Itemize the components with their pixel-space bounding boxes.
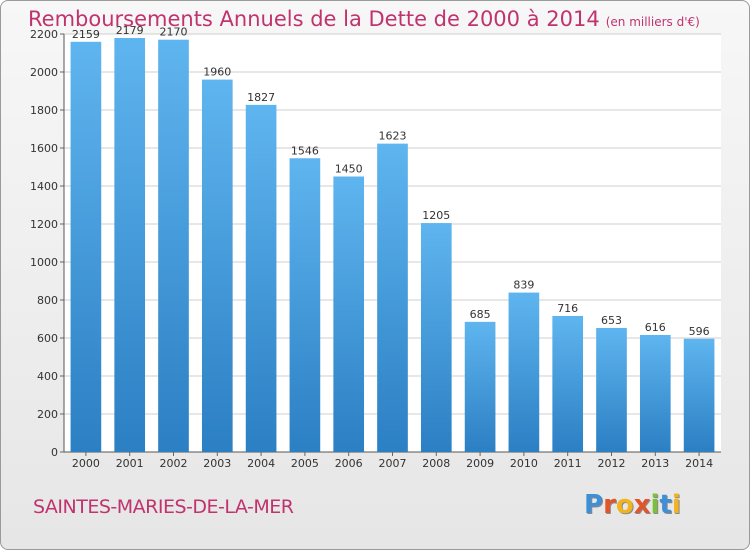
- x-tick-label: 2001: [116, 457, 144, 470]
- y-tick-label: 200: [37, 408, 58, 421]
- bar-value-label: 1546: [291, 144, 319, 157]
- logo-letter: x: [633, 490, 651, 520]
- x-tick-label: 2008: [422, 457, 450, 470]
- x-tick-label: 2010: [510, 457, 538, 470]
- bar: [552, 315, 584, 452]
- x-tick-label: 2006: [335, 457, 363, 470]
- bar: [639, 334, 671, 452]
- bar-value-label: 1960: [203, 66, 231, 79]
- bar-value-label: 653: [601, 314, 622, 327]
- y-tick-label: 0: [51, 446, 58, 459]
- y-tick-label: 1000: [30, 256, 58, 269]
- bar-value-label: 716: [557, 302, 578, 315]
- y-tick-label: 2000: [30, 66, 58, 79]
- x-tick-label: 2013: [641, 457, 669, 470]
- bar: [333, 176, 365, 452]
- chart-title-text: Remboursements Annuels de la Dette de 20…: [28, 7, 600, 31]
- commune-name: SAINTES-MARIES-DE-LA-MER: [33, 496, 294, 518]
- bar-value-label: 1205: [422, 209, 450, 222]
- bar-value-label: 839: [513, 279, 534, 292]
- bar: [420, 223, 452, 452]
- proxiti-logo: Proxiti: [584, 490, 681, 520]
- bar-value-label: 616: [645, 321, 666, 334]
- bar: [245, 104, 277, 453]
- logo-letter: i: [671, 490, 681, 520]
- bar: [70, 41, 102, 452]
- logo-letter: i: [650, 490, 660, 520]
- bar-value-label: 2179: [116, 24, 144, 37]
- bar: [158, 39, 189, 452]
- y-tick-label: 2200: [30, 28, 58, 41]
- y-tick-label: 400: [37, 370, 58, 383]
- y-tick-label: 800: [37, 294, 58, 307]
- chart-title: Remboursements Annuels de la Dette de 20…: [28, 7, 700, 31]
- x-tick-label: 2014: [685, 457, 713, 470]
- bar: [114, 37, 146, 453]
- x-tick-label: 2000: [72, 457, 100, 470]
- x-tick-label: 2005: [291, 457, 319, 470]
- x-tick-label: 2003: [203, 457, 231, 470]
- x-tick-label: 2002: [160, 457, 188, 470]
- bar-value-label: 1827: [247, 91, 275, 104]
- bar-value-label: 1623: [379, 130, 407, 143]
- y-tick-label: 600: [37, 332, 58, 345]
- bar-value-label: 1450: [335, 163, 363, 176]
- bar: [201, 79, 233, 452]
- y-tick-label: 1800: [30, 104, 58, 117]
- x-tick-label: 2007: [379, 457, 407, 470]
- x-tick-label: 2011: [554, 457, 582, 470]
- bar: [289, 158, 321, 452]
- logo-letter: t: [659, 490, 672, 520]
- bar-value-label: 685: [470, 308, 491, 321]
- logo-letter: o: [615, 490, 634, 520]
- y-tick-label: 1400: [30, 180, 58, 193]
- chart-subtitle: (en milliers d'€): [605, 15, 700, 29]
- bar: [377, 143, 408, 452]
- bar: [683, 338, 715, 452]
- logo-letter: r: [603, 490, 616, 520]
- y-tick-label: 1200: [30, 218, 58, 231]
- logo-letter: P: [584, 490, 604, 520]
- bar-value-label: 2159: [72, 28, 100, 41]
- bar-value-label: 2170: [160, 26, 188, 39]
- bar: [596, 327, 627, 452]
- x-tick-label: 2012: [598, 457, 626, 470]
- bar: [508, 292, 540, 452]
- y-tick-label: 1600: [30, 142, 58, 155]
- bar: [464, 321, 496, 452]
- x-tick-label: 2004: [247, 457, 275, 470]
- x-tick-label: 2009: [466, 457, 494, 470]
- bar-value-label: 596: [689, 325, 710, 338]
